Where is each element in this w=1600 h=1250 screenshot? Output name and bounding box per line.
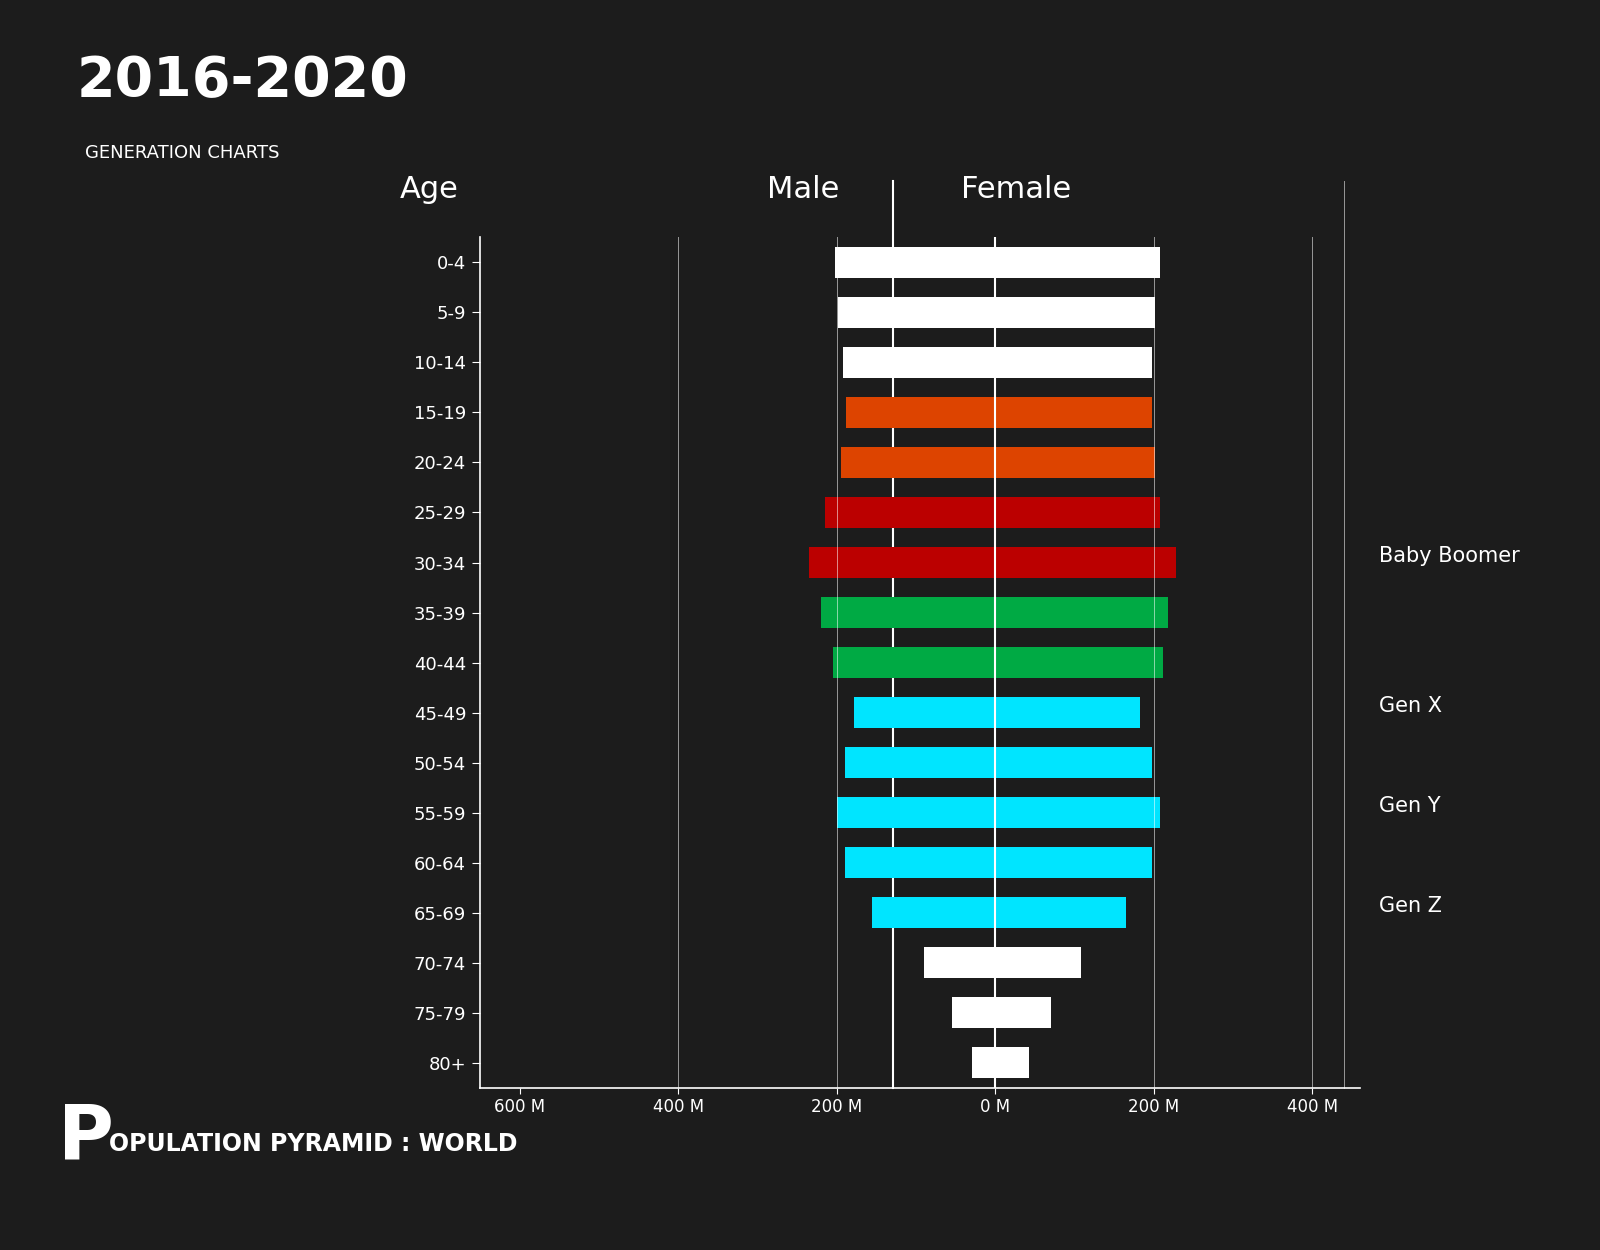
Bar	[995, 848, 1152, 878]
Bar	[995, 698, 1141, 728]
Bar	[843, 348, 995, 378]
Text: Gen X: Gen X	[1379, 696, 1442, 716]
Bar	[845, 848, 995, 878]
Bar	[837, 798, 995, 828]
Bar	[840, 448, 995, 478]
Text: Male: Male	[766, 175, 840, 205]
Text: OPULATION PYRAMID : WORLD: OPULATION PYRAMID : WORLD	[109, 1131, 517, 1156]
Bar	[995, 498, 1160, 528]
Text: P: P	[58, 1100, 114, 1175]
Bar	[995, 348, 1152, 378]
Bar	[846, 398, 995, 428]
Bar	[971, 1048, 995, 1078]
Bar	[995, 398, 1152, 428]
Bar	[995, 298, 1155, 328]
Bar	[923, 948, 995, 978]
Text: 2016-2020: 2016-2020	[77, 54, 408, 109]
Bar	[832, 648, 995, 678]
Bar	[995, 998, 1051, 1028]
Bar	[995, 748, 1152, 778]
Text: GENERATION CHARTS: GENERATION CHARTS	[85, 144, 280, 161]
Bar	[995, 798, 1160, 828]
Bar	[835, 248, 995, 278]
Bar	[838, 298, 995, 328]
Bar	[995, 648, 1163, 678]
Text: Female: Female	[962, 175, 1070, 205]
Bar	[995, 548, 1176, 578]
Bar	[995, 248, 1160, 278]
Bar	[826, 498, 995, 528]
Bar	[995, 448, 1155, 478]
Text: Age: Age	[400, 175, 458, 205]
Text: Gen Y: Gen Y	[1379, 796, 1442, 816]
Bar	[952, 998, 995, 1028]
Bar	[995, 948, 1082, 978]
Bar	[995, 1048, 1029, 1078]
Bar	[821, 598, 995, 628]
Text: Gen Z: Gen Z	[1379, 896, 1442, 916]
Text: Baby Boomer: Baby Boomer	[1379, 546, 1520, 566]
Bar	[845, 748, 995, 778]
Bar	[872, 898, 995, 928]
Bar	[995, 898, 1126, 928]
Bar	[995, 598, 1168, 628]
Bar	[854, 698, 995, 728]
Bar	[810, 548, 995, 578]
